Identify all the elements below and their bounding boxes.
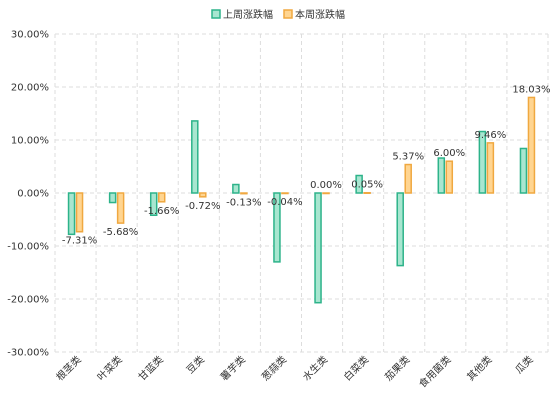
bar-last-week (355, 174, 363, 194)
y-tick-label: -20.00% (7, 295, 49, 306)
bars (67, 96, 536, 304)
bar-last-week (232, 183, 240, 194)
legend-label: 本周涨跌幅 (295, 8, 345, 21)
data-labels: -7.31% -5.68% -1.66% -0.72% -0.13% -0.04% 0.00… (62, 84, 551, 246)
bar-this-week (157, 192, 166, 203)
x-category-label: 水生类 (300, 353, 330, 383)
bar-last-week (314, 192, 322, 304)
bar-this-week (116, 192, 125, 224)
bar-this-week (240, 192, 248, 195)
data-label: 18.03% (512, 84, 550, 95)
y-tick-label: -10.00% (7, 242, 49, 253)
x-category-label: 叶菜类 (94, 353, 124, 383)
bar-last-week (191, 120, 199, 194)
bar-last-week (437, 157, 446, 194)
bar-last-week (519, 147, 528, 194)
y-axis: 30.00% 20.00% 10.00% 0.00% -10.00% -20.00% -30… (7, 30, 49, 359)
x-category-label: 食用菌类 (416, 353, 453, 390)
bar-this-week (486, 142, 495, 194)
x-category-label: 葱蒜类 (259, 353, 289, 383)
x-category-label: 茄果类 (382, 353, 412, 383)
data-label: -5.68% (103, 227, 138, 238)
bar-last-week (108, 192, 117, 204)
y-tick-label: 10.00% (11, 136, 49, 147)
legend: 上周涨跌幅 本周涨跌幅 (211, 8, 345, 21)
y-tick-label: 0.00% (17, 189, 49, 200)
legend-label: 上周涨跌幅 (223, 8, 273, 21)
bar-this-week (445, 160, 454, 194)
x-axis: 根茎类 叶菜类 甘蓝类 豆类 薯芋类 葱蒜类 水生类 白菜类 茄果类 食用菌类 其他类 瓜类 (53, 353, 535, 390)
x-category-label: 其他类 (464, 353, 494, 383)
data-label: 6.00% (433, 148, 465, 159)
bar-this-week (527, 96, 536, 194)
data-label: -7.31% (62, 236, 97, 247)
y-tick-label: 30.00% (11, 30, 49, 41)
data-label: -1.66% (144, 206, 179, 217)
bar-last-week (273, 192, 281, 263)
x-category-label: 薯芋类 (218, 353, 248, 383)
data-label: -0.04% (267, 197, 302, 208)
bar-this-week (75, 192, 84, 233)
data-label: -0.13% (226, 198, 261, 209)
bar-this-week (281, 192, 289, 195)
bar-this-week (363, 191, 371, 194)
x-category-label: 根茎类 (53, 353, 83, 383)
bar-last-week (478, 130, 487, 194)
x-category-label: 豆类 (184, 353, 207, 376)
bar-this-week (199, 192, 207, 198)
data-label: 0.00% (310, 180, 342, 191)
x-category-label: 白菜类 (341, 353, 371, 383)
bar-this-week (404, 163, 412, 194)
x-category-label: 甘蓝类 (135, 353, 165, 383)
y-tick-label: -30.00% (7, 348, 49, 359)
bar-this-week (322, 192, 330, 195)
y-tick-label: 20.00% (11, 83, 49, 94)
data-label: -0.72% (185, 201, 220, 212)
bar-last-week (67, 192, 76, 236)
bar-last-week (396, 192, 404, 267)
x-category-label: 瓜类 (512, 353, 535, 376)
data-label: 0.05% (351, 180, 383, 191)
legend-swatch (211, 9, 221, 19)
bar-last-week (149, 192, 158, 217)
data-label: 9.46% (474, 130, 506, 141)
data-label: 5.37% (392, 152, 424, 163)
legend-swatch (283, 9, 293, 19)
grid-lines (54, 33, 549, 353)
